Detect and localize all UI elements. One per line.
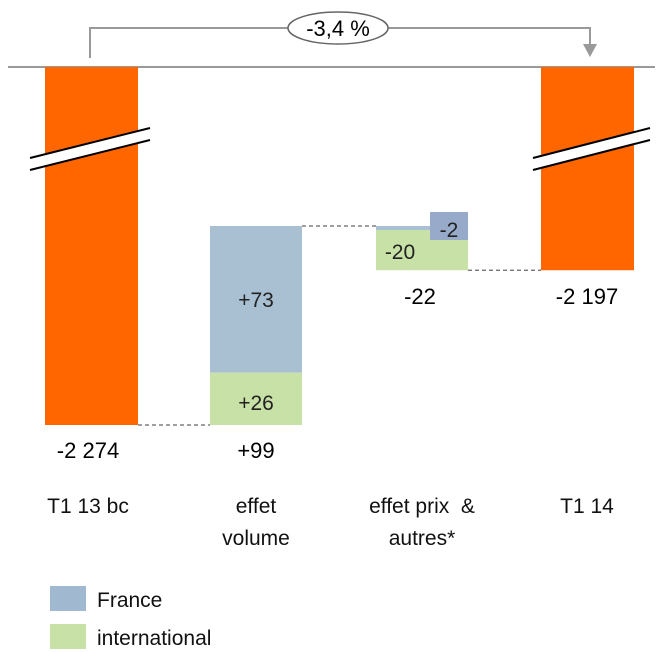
axis-break-start (29, 127, 151, 171)
bar-volume-international (210, 372, 302, 425)
label-volume-international: +26 (238, 392, 274, 415)
total-label-volume: +99 (237, 438, 274, 463)
total-label-prix: -22 (404, 284, 436, 309)
legend-swatch-france (50, 586, 86, 611)
total-label-end: -2 197 (556, 284, 618, 309)
category-label-line2: volume (222, 527, 290, 550)
tag-prix-france (430, 212, 468, 240)
legend: France international (50, 586, 211, 650)
label-prix-international: -20 (385, 241, 415, 264)
label-volume-france: +73 (238, 289, 274, 312)
category-label: effet (236, 495, 277, 518)
bar-volume-france (210, 226, 302, 373)
category-label: T1 13 bc (47, 495, 129, 518)
bar-prix-france (376, 226, 468, 231)
change-arrowhead (583, 44, 597, 57)
legend-label-international: international (97, 627, 211, 650)
bar-start (45, 67, 138, 425)
total-label-start: -2 274 (57, 438, 119, 463)
change-label: -3,4 % (306, 16, 370, 41)
category-label: effet prix & (369, 495, 475, 518)
legend-swatch-international (50, 624, 86, 649)
label-prix-france: -2 (440, 219, 459, 242)
bar-end (541, 67, 634, 271)
category-label-line2: autres* (389, 527, 456, 550)
axis-break-end (532, 127, 651, 171)
category-label: T1 14 (560, 495, 614, 518)
legend-label-france: France (97, 589, 162, 612)
change-badge (287, 11, 389, 45)
